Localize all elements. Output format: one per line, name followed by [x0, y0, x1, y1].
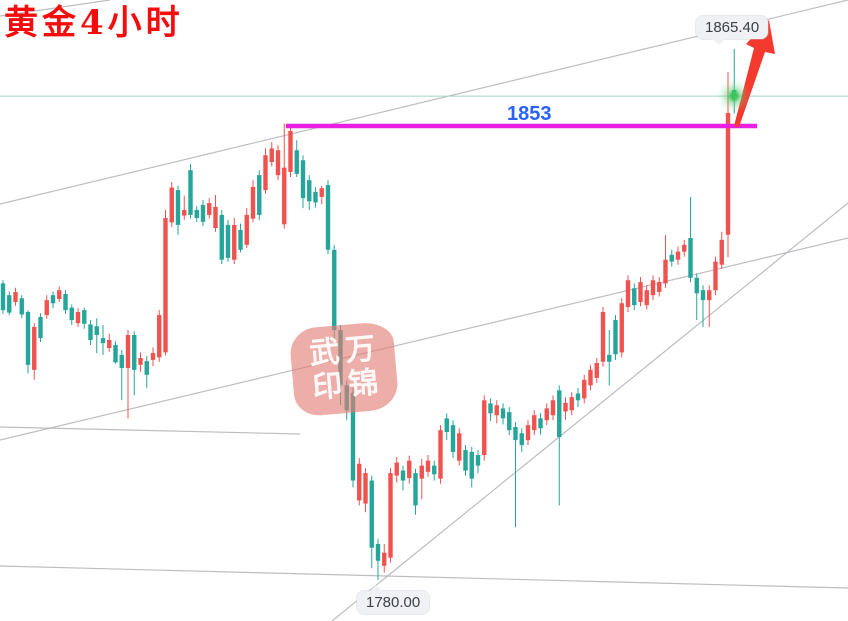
- resistance-price-label: 1853: [507, 103, 552, 125]
- page-title: 黄金4小时: [4, 3, 184, 43]
- high-price-tooltip: 1865.40: [696, 16, 769, 45]
- watermark-left-characters: 武印: [308, 334, 344, 406]
- last-price-marker: [717, 79, 752, 114]
- watermark-seal: 武印 万锦: [288, 320, 400, 418]
- watermark-right-characters: 万锦: [343, 331, 380, 403]
- candles: [0, 48, 737, 581]
- low-price-tooltip: 1780.00: [357, 585, 430, 614]
